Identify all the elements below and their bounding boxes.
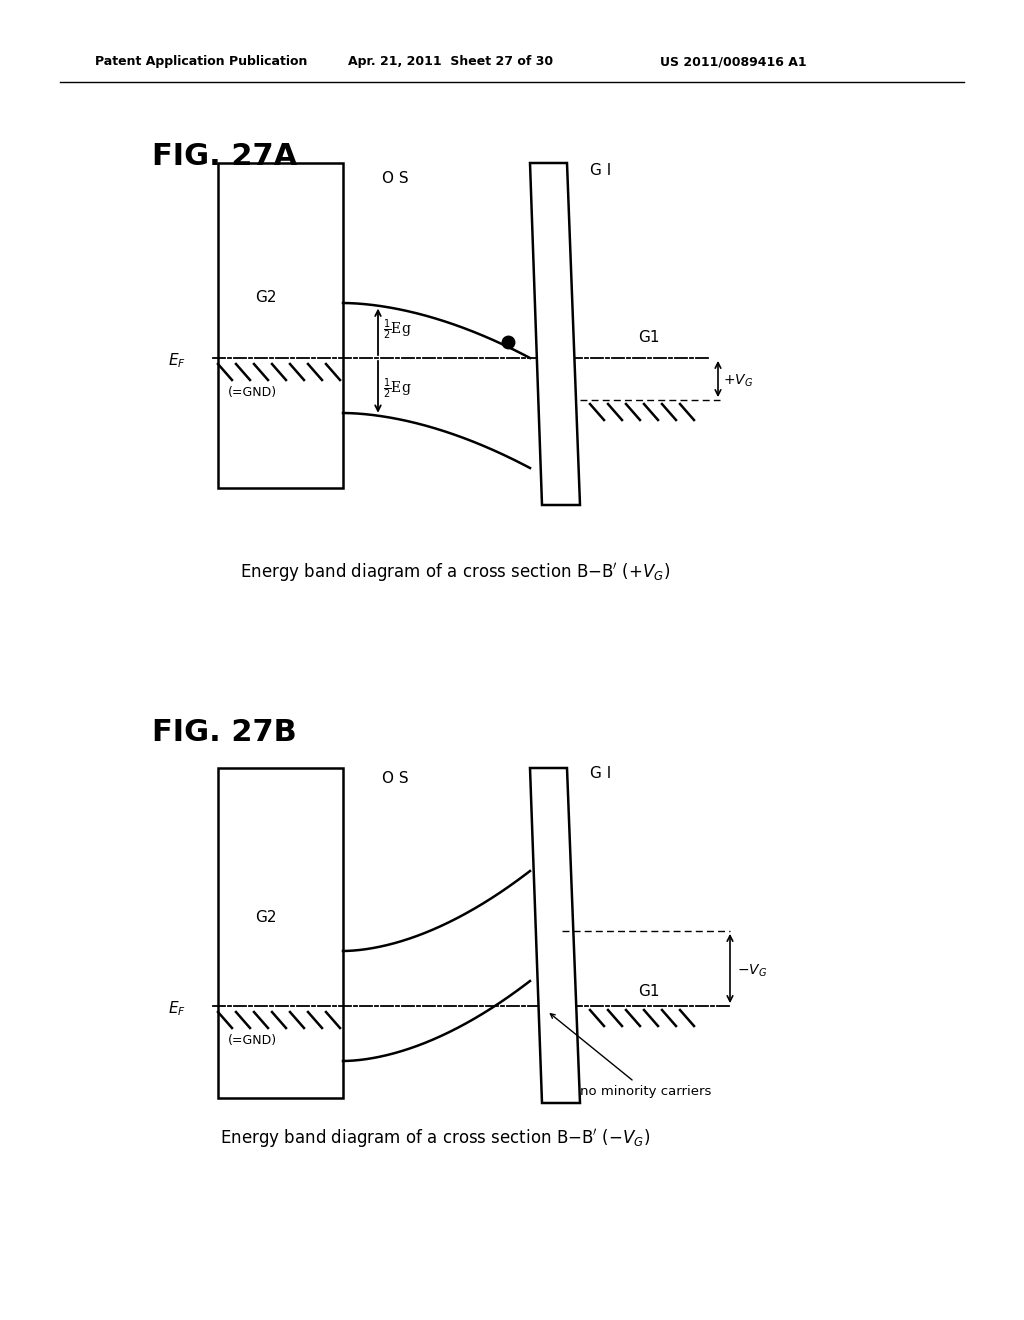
Text: no minority carriers: no minority carriers xyxy=(550,1014,712,1097)
Text: (=GND): (=GND) xyxy=(228,385,278,399)
Text: $\frac{1}{2}$Eg: $\frac{1}{2}$Eg xyxy=(383,376,412,401)
Text: FIG. 27B: FIG. 27B xyxy=(152,718,297,747)
Text: G1: G1 xyxy=(638,330,659,345)
Text: $\frac{1}{2}$Eg: $\frac{1}{2}$Eg xyxy=(383,318,412,342)
Polygon shape xyxy=(530,162,580,506)
Text: Apr. 21, 2011  Sheet 27 of 30: Apr. 21, 2011 Sheet 27 of 30 xyxy=(348,55,553,69)
Text: US 2011/0089416 A1: US 2011/0089416 A1 xyxy=(660,55,807,69)
Text: G I: G I xyxy=(590,766,611,781)
Text: O S: O S xyxy=(382,771,409,785)
Text: (=GND): (=GND) xyxy=(228,1034,278,1047)
Text: G I: G I xyxy=(590,162,611,178)
Text: G2: G2 xyxy=(255,911,276,925)
Bar xyxy=(218,162,343,488)
Text: $E_F$: $E_F$ xyxy=(168,351,186,371)
Polygon shape xyxy=(530,768,580,1104)
Text: G1: G1 xyxy=(638,983,659,999)
Text: O S: O S xyxy=(382,172,409,186)
Text: $-V_G$: $-V_G$ xyxy=(737,962,767,978)
Text: Energy band diagram of a cross section B$-$B$^{\prime}$ ($-V_G$): Energy band diagram of a cross section B… xyxy=(220,1126,650,1150)
Text: Energy band diagram of a cross section B$-$B$^{\prime}$ ($+V_G$): Energy band diagram of a cross section B… xyxy=(240,561,671,583)
Text: Patent Application Publication: Patent Application Publication xyxy=(95,55,307,69)
Bar xyxy=(218,768,343,1098)
Text: G2: G2 xyxy=(255,290,276,305)
Text: $E_F$: $E_F$ xyxy=(168,999,186,1018)
Text: FIG. 27A: FIG. 27A xyxy=(152,143,297,172)
Text: $+V_G$: $+V_G$ xyxy=(723,372,754,389)
